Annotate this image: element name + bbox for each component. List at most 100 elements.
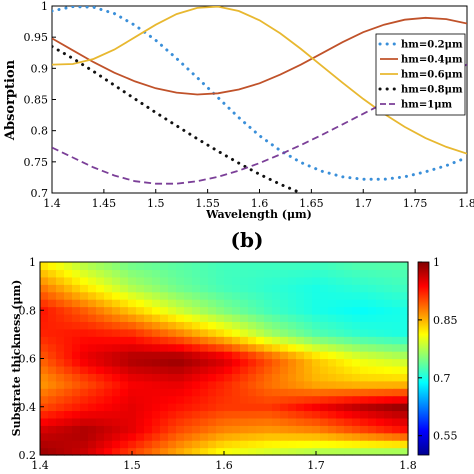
heatmap-cell [64, 351, 73, 360]
heatmap-cell [400, 276, 409, 285]
heatmap-cell [328, 373, 337, 382]
heatmap-cell [384, 358, 393, 367]
heatmap-cell [72, 351, 81, 360]
heatmap-cell [184, 417, 193, 426]
heatmap-cell [232, 447, 241, 456]
heatmap-cell [88, 440, 97, 449]
heatmap-cell [128, 417, 137, 426]
y-tick-label: 0.9 [31, 62, 49, 75]
heatmap-cell [136, 403, 145, 412]
heatmap-cell [264, 291, 273, 300]
heatmap-cell [336, 336, 345, 345]
heatmap-cell [240, 440, 249, 449]
heatmap-cell [264, 432, 273, 441]
heatmap-cell [200, 328, 209, 337]
heatmap-cell [128, 269, 137, 278]
heatmap-cell [304, 262, 313, 271]
heatmap-cell [280, 313, 289, 322]
heatmap-cell [144, 351, 153, 360]
heatmap-cell [360, 291, 369, 300]
heatmap-cell [272, 447, 281, 456]
heatmap-cell [56, 351, 65, 360]
heatmap-cell [136, 299, 145, 308]
heatmap-cell [176, 403, 185, 412]
heatmap-cell [320, 284, 329, 293]
heatmap-cell [232, 373, 241, 382]
heatmap-cell [208, 306, 217, 315]
heatmap-cell [232, 425, 241, 434]
heatmap-cell [208, 343, 217, 352]
heatmap-cell [400, 447, 409, 456]
heatmap-cell [120, 388, 129, 397]
colorbar-tick-label: 0.7 [433, 372, 451, 385]
heatmap-cell [344, 417, 353, 426]
heatmap-cell [296, 284, 305, 293]
heatmap-cell [248, 388, 257, 397]
heatmap-cell [392, 395, 401, 404]
heatmap-cell [96, 321, 105, 330]
heatmap-cell [264, 365, 273, 374]
heatmap-cell [312, 276, 321, 285]
colorbar-tick-label: 0.85 [433, 314, 458, 327]
x-tick-label: 1.8 [458, 197, 474, 210]
heatmap-cell [208, 395, 217, 404]
heatmap-cell [72, 313, 81, 322]
heatmap-cell [256, 410, 265, 419]
heatmap-cell [392, 306, 401, 315]
heatmap-cell [352, 269, 361, 278]
heatmap-cell [48, 306, 57, 315]
heatmap-cell [208, 358, 217, 367]
heatmap-cell [168, 276, 177, 285]
heatmap-cell [288, 276, 297, 285]
series-line-2 [52, 6, 467, 155]
heatmap-cell [320, 313, 329, 322]
heatmap-cell [352, 388, 361, 397]
heatmap-cell [40, 403, 49, 412]
heatmap-cell [176, 262, 185, 271]
heatmap-cell [48, 365, 57, 374]
heatmap-cell [120, 284, 129, 293]
heatmap-cell [288, 269, 297, 278]
y-tick-label: 0.8 [31, 125, 49, 138]
heatmap-cell [56, 321, 65, 330]
heatmap-cell [320, 432, 329, 441]
heatmap-cell [224, 262, 233, 271]
heatmap-cell [56, 440, 65, 449]
heatmap-cell [352, 365, 361, 374]
line-chart-xlabel: Wavelength (μm) [205, 208, 312, 221]
heatmap-cell [232, 358, 241, 367]
heatmap-cell [352, 447, 361, 456]
heatmap-cell [280, 365, 289, 374]
heatmap-cell [304, 276, 313, 285]
heatmap-cell [336, 432, 345, 441]
heatmap-cell [320, 365, 329, 374]
heatmap-cell [296, 343, 305, 352]
heatmap-cell [120, 306, 129, 315]
heatmap-cell [296, 262, 305, 271]
heatmap-cell [192, 432, 201, 441]
heatmap-cell [64, 336, 73, 345]
heatmap-cell [72, 276, 81, 285]
heatmap-cell [280, 343, 289, 352]
heatmap-cell [344, 284, 353, 293]
heatmap-cell [88, 388, 97, 397]
heatmap-cell [240, 410, 249, 419]
heatmap-cell [88, 328, 97, 337]
heatmap-cell [240, 299, 249, 308]
heatmap-cell [328, 432, 337, 441]
heatmap-cell [40, 365, 49, 374]
heatmap-cell [264, 358, 273, 367]
heatmap-cell [224, 336, 233, 345]
heatmap-cell [184, 321, 193, 330]
heatmap-cell [280, 432, 289, 441]
heatmap-cell [248, 425, 257, 434]
heatmap-cell [192, 380, 201, 389]
heatmap-cell [296, 328, 305, 337]
heatmap-cell [216, 395, 225, 404]
heatmap-cell [376, 351, 385, 360]
heatmap-cell [176, 328, 185, 337]
heatmap-cell [104, 284, 113, 293]
heatmap-cell [160, 410, 169, 419]
heatmap-cell [248, 395, 257, 404]
heatmap-cell [296, 358, 305, 367]
